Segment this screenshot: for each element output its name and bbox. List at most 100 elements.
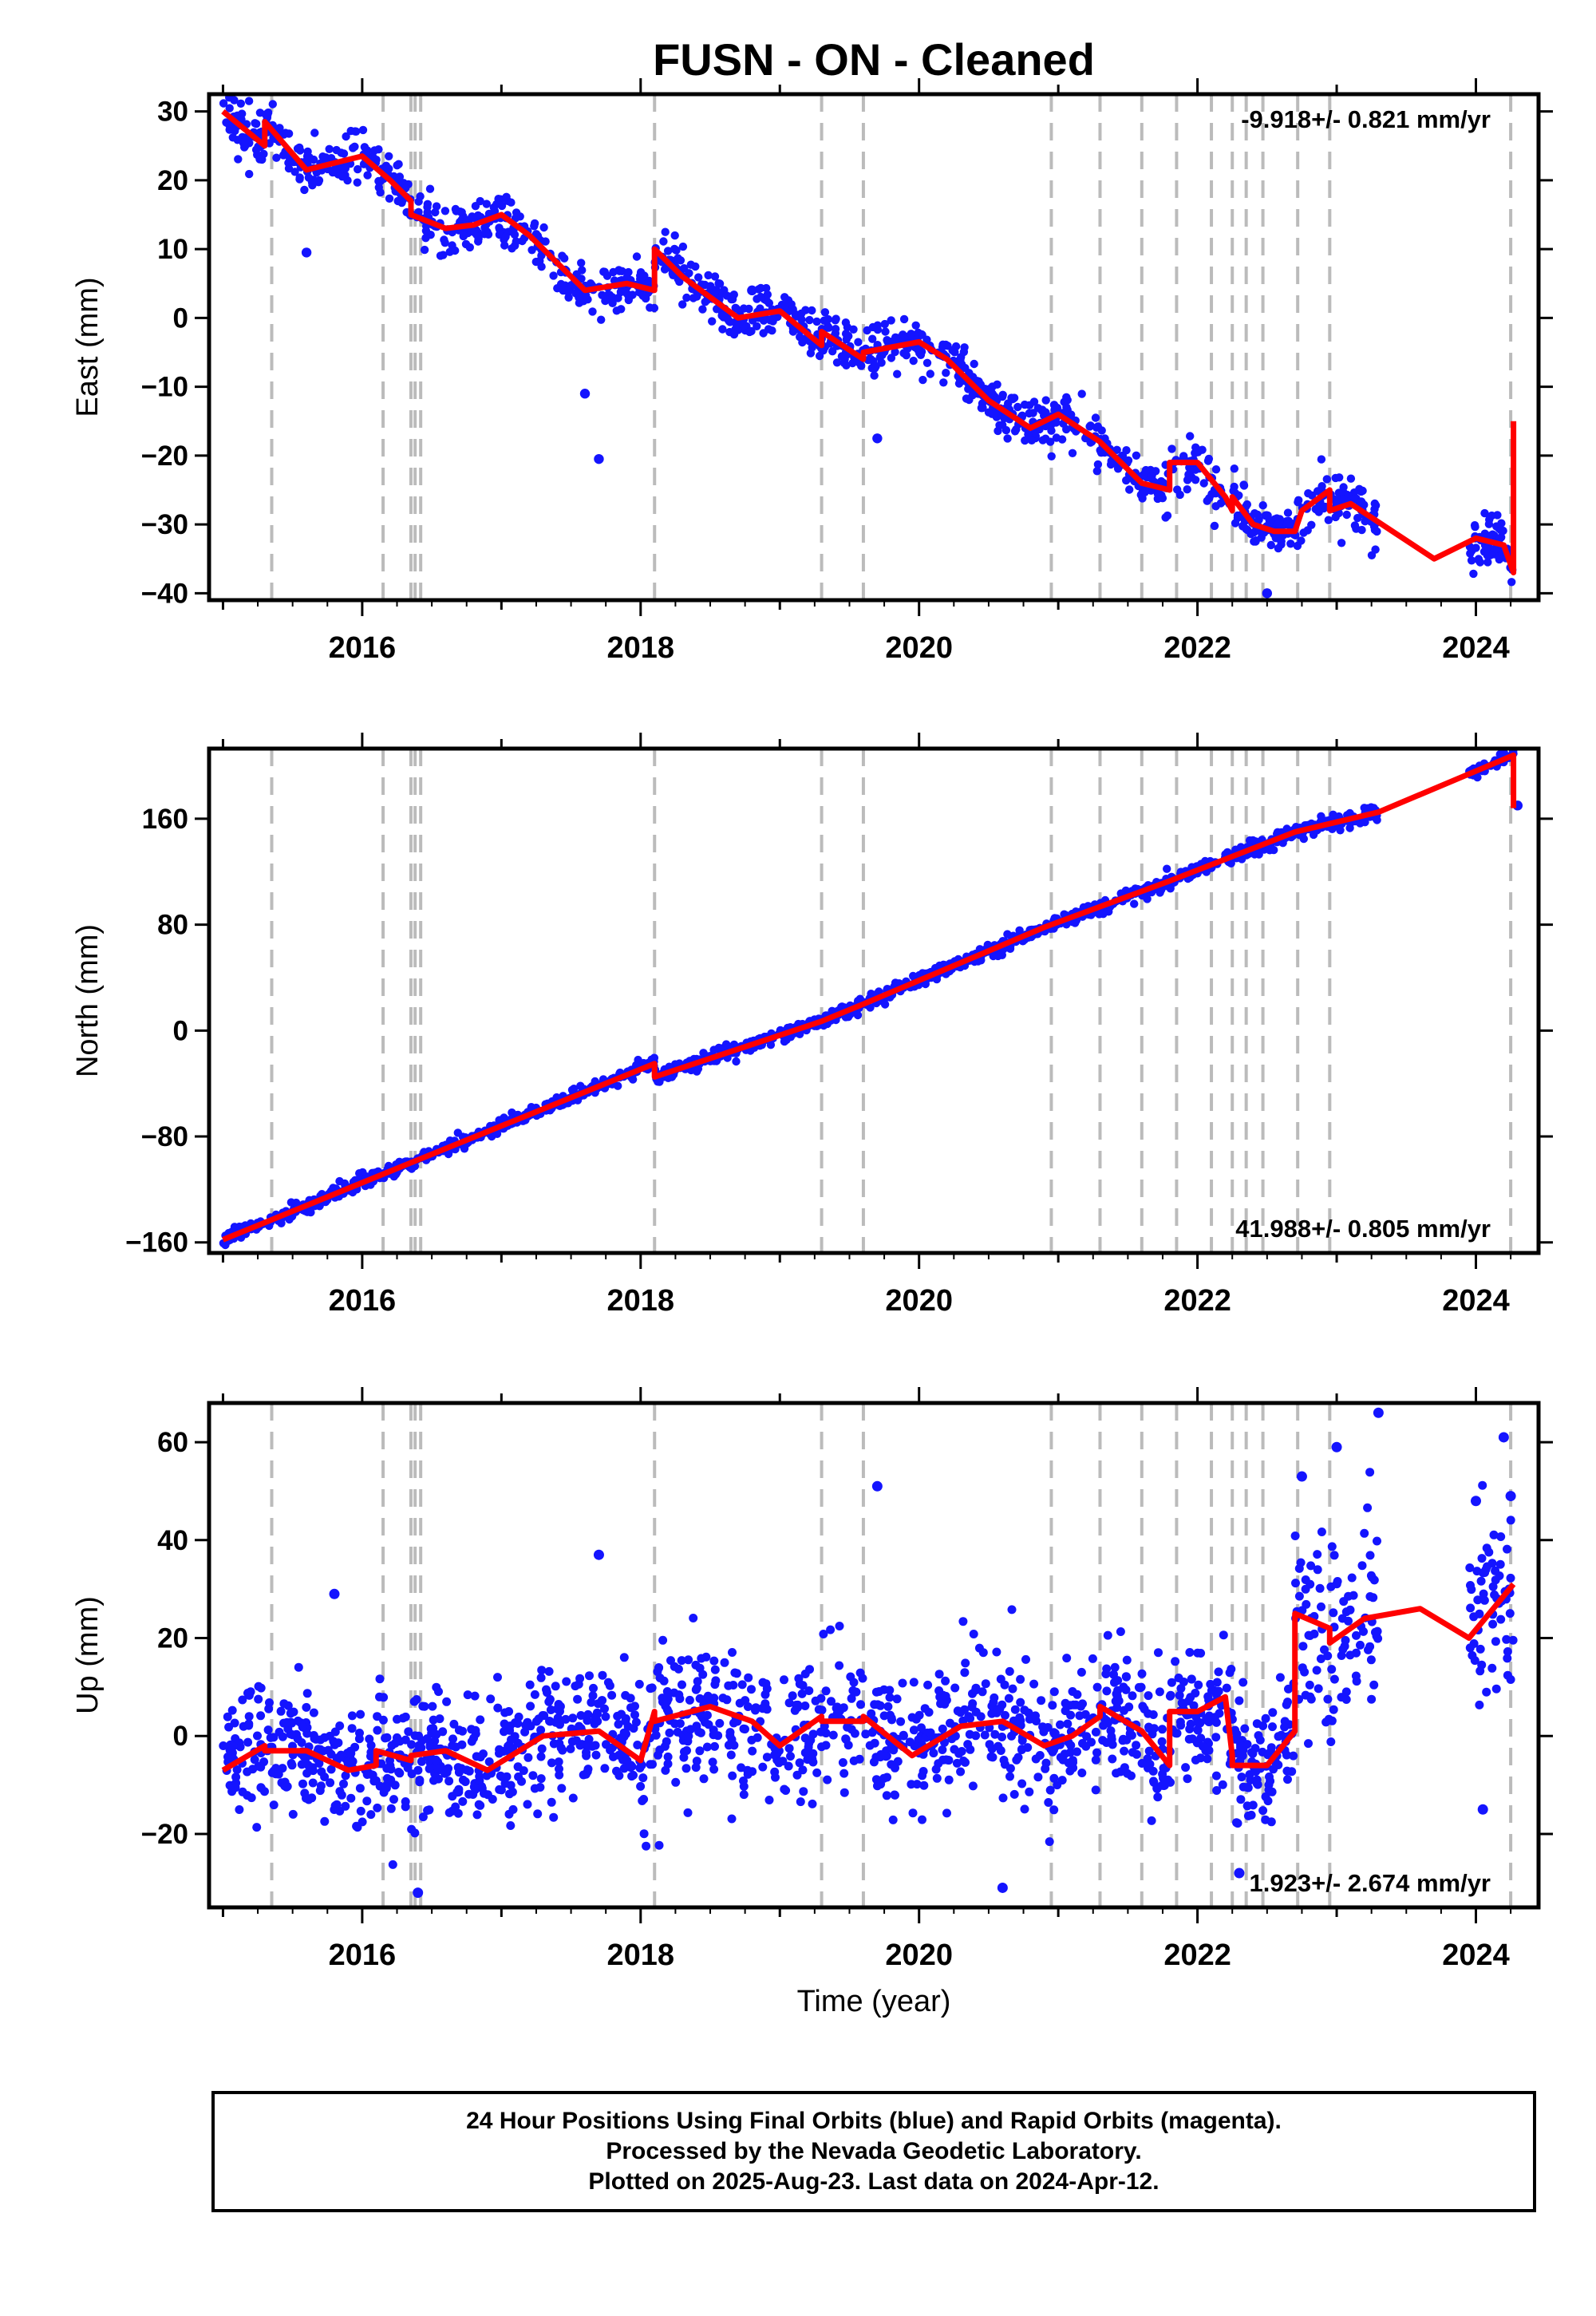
up-outlier-point-6	[1296, 1471, 1307, 1482]
up-point	[1488, 1619, 1498, 1629]
east-xtick-label-4: 2024	[1442, 631, 1510, 665]
up-outlier-point-1	[413, 1887, 424, 1899]
up-point	[832, 1709, 842, 1718]
up-point	[1021, 1654, 1030, 1664]
east-point	[608, 298, 617, 307]
up-point	[909, 1725, 918, 1735]
up-point	[1204, 1711, 1214, 1721]
up-point	[314, 1759, 324, 1768]
up-point	[952, 1758, 962, 1768]
up-point	[254, 1694, 263, 1704]
east-point	[1357, 487, 1365, 496]
up-point	[464, 1789, 474, 1799]
up-point	[699, 1774, 709, 1784]
east-point	[764, 325, 773, 334]
east-point	[1483, 558, 1492, 567]
up-point	[584, 1740, 594, 1749]
up-point	[1065, 1748, 1075, 1757]
up-point	[691, 1685, 701, 1694]
up-point	[1289, 1751, 1298, 1761]
east-point	[1041, 396, 1050, 405]
up-point	[265, 1698, 274, 1707]
up-point	[1103, 1630, 1112, 1640]
east-point	[1092, 467, 1102, 476]
up-point	[1073, 1690, 1082, 1699]
east-point	[1191, 476, 1200, 484]
up-point	[591, 1750, 601, 1760]
up-point	[636, 1781, 646, 1791]
east-point	[1047, 426, 1056, 435]
east-point	[1024, 430, 1033, 439]
north-point	[1282, 824, 1291, 833]
east-point	[421, 234, 430, 243]
east-point	[1000, 413, 1009, 423]
up-point	[1312, 1666, 1321, 1675]
east-point	[482, 200, 491, 208]
up-point	[1466, 1603, 1476, 1613]
up-point	[957, 1747, 966, 1756]
up-point	[697, 1654, 706, 1663]
east-point	[1038, 436, 1048, 445]
up-point	[1132, 1741, 1141, 1750]
up-outlier-point-0	[329, 1588, 340, 1599]
up-point	[1155, 1687, 1164, 1697]
up-point	[693, 1677, 702, 1686]
up-point	[1008, 1684, 1017, 1694]
up-point	[256, 1783, 266, 1792]
east-point	[1211, 502, 1220, 511]
east-point	[1163, 511, 1172, 520]
up-point	[1033, 1773, 1043, 1782]
east-point	[245, 169, 254, 179]
up-point	[429, 1715, 438, 1725]
up-point	[1017, 1779, 1027, 1788]
up-point	[1275, 1673, 1285, 1682]
up-point	[1487, 1559, 1497, 1568]
up-point	[1004, 1694, 1013, 1703]
east-point	[1122, 446, 1131, 455]
up-point	[1475, 1609, 1484, 1618]
up-point	[444, 1777, 454, 1786]
east-point	[353, 178, 361, 187]
east-point	[1283, 508, 1293, 517]
east-point	[1231, 519, 1240, 528]
up-point	[924, 1708, 934, 1717]
up-point	[1031, 1711, 1040, 1721]
up-point	[689, 1614, 698, 1622]
up-point	[356, 1806, 365, 1816]
up-point	[1193, 1725, 1203, 1734]
east-point	[531, 257, 540, 267]
up-point	[219, 1741, 228, 1750]
up-point	[1356, 1640, 1365, 1650]
east-point	[1331, 512, 1340, 522]
up-point	[1007, 1731, 1016, 1741]
up-point	[908, 1808, 918, 1818]
up-point	[728, 1771, 737, 1780]
east-point	[753, 322, 761, 330]
up-point	[517, 1777, 526, 1786]
up-point	[1091, 1755, 1100, 1765]
up-point	[593, 1709, 602, 1719]
up-point	[691, 1763, 701, 1773]
up-point	[725, 1728, 735, 1737]
up-point	[1255, 1735, 1265, 1745]
up-point	[336, 1750, 346, 1760]
up-point	[375, 1674, 385, 1684]
up-point	[1495, 1559, 1505, 1569]
up-point	[882, 1791, 891, 1800]
up-point	[346, 1793, 356, 1803]
up-point	[1316, 1654, 1325, 1663]
up-point	[1367, 1694, 1377, 1704]
up-point	[808, 1754, 817, 1764]
up-point	[567, 1737, 577, 1746]
up-point	[362, 1796, 372, 1806]
up-point	[493, 1703, 503, 1713]
up-point	[1248, 1749, 1258, 1758]
up-point	[1482, 1543, 1491, 1553]
up-point	[1349, 1591, 1358, 1600]
east-point	[926, 370, 935, 378]
up-point	[525, 1680, 535, 1690]
up-point	[1252, 1719, 1262, 1729]
up-point	[410, 1731, 420, 1741]
up-point	[814, 1705, 824, 1714]
up-point	[366, 1810, 376, 1820]
